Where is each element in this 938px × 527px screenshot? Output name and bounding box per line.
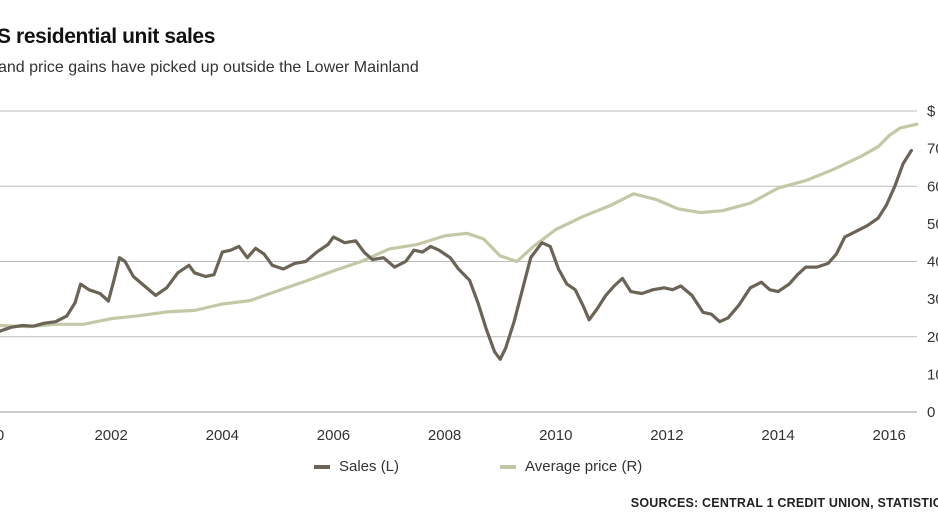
source-note: SOURCES: CENTRAL 1 CREDIT UNION, STATIST…	[630, 496, 938, 510]
x-tick-label: 2004	[206, 427, 239, 444]
right-tick-label: 10	[927, 366, 938, 383]
chart-title: S residential unit sales	[0, 25, 215, 48]
x-tick-label: 2016	[873, 427, 906, 444]
legend-swatch-sales	[314, 464, 330, 469]
chart-subtitle: and price gains have picked up outside t…	[0, 59, 419, 76]
series-line-average-price	[0, 122, 919, 329]
right-tick-label: 30	[927, 291, 938, 308]
gridlines	[0, 110, 917, 413]
x-tick-label: 2012	[650, 427, 683, 444]
legend-item-sales: Sales (L)	[314, 458, 399, 475]
right-tick-label: 0	[927, 404, 935, 421]
x-tick-label: 2010	[539, 427, 572, 444]
right-axis-ticks: $70 60 50 40 30 20 10 0	[927, 103, 938, 421]
x-tick-label: 2002	[94, 427, 127, 444]
x-tick-label: 0	[0, 427, 4, 444]
legend-swatch-average-price	[500, 464, 516, 469]
x-tick-label: 2008	[428, 427, 461, 444]
right-tick-label: 40	[927, 254, 938, 271]
x-axis-ticks: 0 2002 2004 2006 2008 2010 2012 2014 2016	[0, 427, 906, 444]
legend-item-average-price: Average price (R)	[500, 458, 642, 475]
right-tick-label: $	[927, 103, 936, 120]
legend-label-sales: Sales (L)	[339, 458, 400, 475]
right-tick-label: 20	[927, 329, 938, 346]
legend-label-average-price: Average price (R)	[525, 458, 643, 475]
series-line-sales	[0, 148, 913, 361]
right-tick-label: 60	[927, 178, 938, 195]
x-tick-label: 2014	[761, 427, 794, 444]
right-tick-label: 50	[927, 216, 938, 233]
series-lines	[0, 122, 919, 361]
x-tick-label: 2006	[317, 427, 350, 444]
right-tick-label: 70	[927, 141, 938, 158]
